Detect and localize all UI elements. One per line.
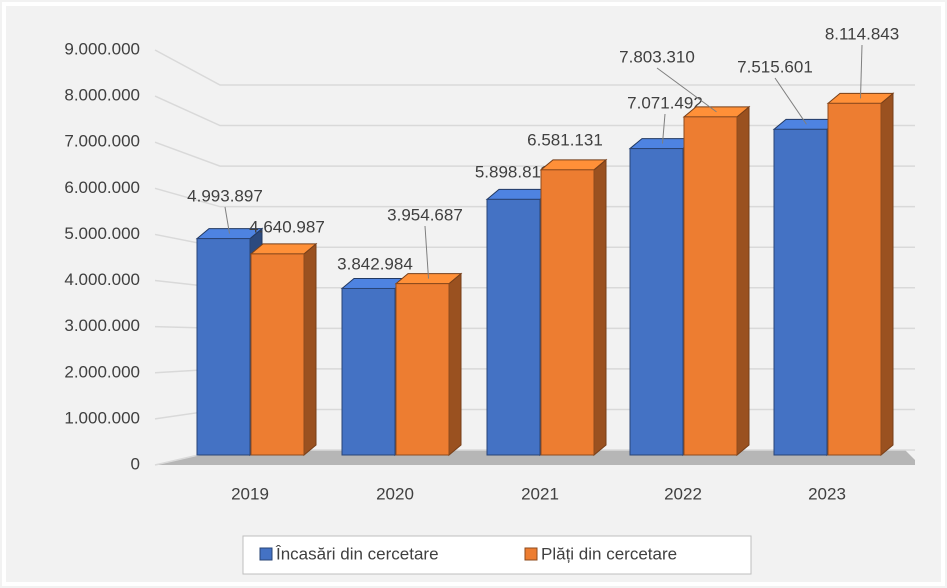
y-tick-label: 3.000.000	[64, 316, 140, 335]
y-tick-label: 6.000.000	[64, 178, 140, 197]
bar	[682, 105, 751, 457]
leader-line	[860, 44, 863, 99]
y-tick-label: 7.000.000	[64, 132, 140, 151]
leader-line	[224, 206, 230, 234]
bar-front	[827, 102, 882, 456]
leader-line	[774, 77, 807, 125]
grid-line	[154, 95, 915, 127]
bar-front	[773, 128, 828, 456]
y-tick-label: 5.000.000	[64, 224, 140, 243]
bar-side	[880, 92, 894, 457]
leader-line	[662, 113, 666, 144]
bar-top	[249, 243, 318, 255]
data-label: 3.842.984	[337, 254, 413, 273]
x-tick-label: 2022	[664, 484, 702, 503]
legend-label: Plăți din cercetare	[541, 544, 677, 563]
bar-front	[395, 283, 450, 456]
legend-swatch	[259, 547, 273, 561]
data-label: 6.581.131	[527, 130, 603, 149]
x-tick-label: 2021	[521, 484, 559, 503]
data-label: 4.993.897	[187, 186, 263, 205]
bar-front	[250, 253, 305, 456]
y-tick-label: 8.000.000	[64, 86, 140, 105]
leader-line	[656, 67, 717, 113]
bar	[394, 272, 463, 457]
bar-front	[341, 287, 396, 456]
grid-line	[154, 49, 915, 86]
data-label: 7.803.310	[619, 47, 695, 66]
bar-front	[486, 198, 541, 456]
bar-front	[629, 148, 684, 456]
bar-top	[539, 159, 608, 171]
x-tick-label: 2019	[231, 484, 269, 503]
data-label: 7.515.601	[737, 57, 813, 76]
bar	[539, 158, 608, 457]
leader-line	[424, 225, 429, 279]
legend-swatch	[524, 547, 538, 561]
bar-side	[448, 272, 462, 457]
x-tick-label: 2020	[376, 484, 414, 503]
bar-front	[683, 116, 738, 456]
data-label: 3.954.687	[387, 205, 463, 224]
bar-front	[196, 238, 251, 456]
data-label: 5.898.811	[475, 162, 549, 181]
y-tick-label: 9.000.000	[64, 39, 140, 58]
legend-label: Încasări din cercetare	[275, 544, 439, 563]
bar-side	[736, 105, 750, 457]
y-tick-label: 0	[131, 454, 140, 473]
y-tick-label: 1.000.000	[64, 408, 140, 427]
x-tick-label: 2023	[808, 484, 846, 503]
y-tick-label: 4.000.000	[64, 270, 140, 289]
bar	[249, 242, 318, 457]
data-label: 8.114.843	[825, 24, 899, 43]
data-label: 7.071.492	[627, 93, 703, 112]
bar-side	[593, 158, 607, 457]
bar-side	[303, 242, 317, 457]
legend	[242, 535, 752, 575]
data-label: 4.640.987	[249, 217, 325, 236]
bar-front	[540, 169, 595, 456]
y-tick-label: 2.000.000	[64, 362, 140, 381]
bar	[826, 92, 895, 457]
